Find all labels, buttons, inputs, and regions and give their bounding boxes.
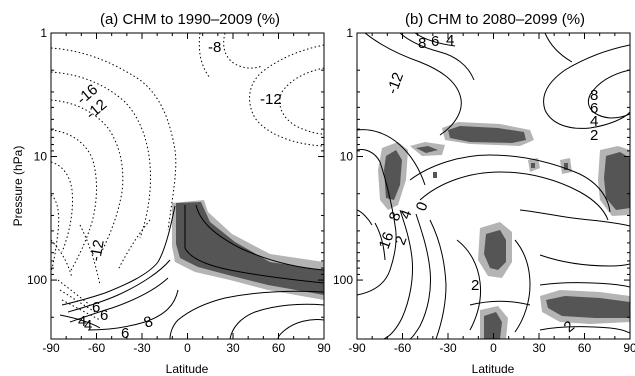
panel-b-x-tick-label: -30 <box>439 341 457 355</box>
panel-b-x-tick-label: -90 <box>348 341 366 355</box>
panel-a-contour-label: 6 <box>100 307 108 324</box>
panel-b-x-tick-label: 0 <box>490 341 497 355</box>
panel-a-x-tick-label: 60 <box>272 341 286 355</box>
panel-a-x-tick-label: -30 <box>133 341 151 355</box>
panel-b-x-tick-label: -60 <box>394 341 412 355</box>
panel-a-x-tick-label: 30 <box>226 341 240 355</box>
panel-a-title: (a) CHM to 1990–2009 (%) <box>100 11 280 28</box>
panel-a-contour-label: -8 <box>208 39 221 56</box>
panel-b-y-tick-label: 100 <box>333 273 353 287</box>
panel-b-xlabel: Latitude <box>472 362 515 376</box>
panel-a-x-tick-label: 0 <box>184 341 191 355</box>
panel-a-contour-label: -12 <box>260 91 282 108</box>
panel-a-contour-label: -12 <box>87 238 108 262</box>
panel-a-contour-label: 8 <box>142 313 156 332</box>
panel-b-contour-label: 6 <box>431 33 439 50</box>
panel-b-contour-label: 0 <box>413 200 432 214</box>
panel-b-contour-label: 2 <box>471 277 479 294</box>
panel-b-title: (b) CHM to 2080–2099 (%) <box>405 11 585 28</box>
panel-a-x-tick-label: -60 <box>88 341 106 355</box>
panel-a-y-tick-label: 10 <box>34 150 48 164</box>
panel-b-contour-label: -12 <box>384 70 407 96</box>
panel-a-y-tick-label: 1 <box>40 26 47 40</box>
panel-b-plot-area: 8 6 4 -12 8 6 4 2 0 8 4 16 2 2 2 <box>357 32 630 339</box>
panel-b-y-tick-label: 10 <box>340 150 354 164</box>
panel-a-x-tick-label: -90 <box>42 341 60 355</box>
panel-a: (a) CHM to 1990–2009 (%) <box>11 11 331 376</box>
panel-a-frame <box>51 33 324 339</box>
panel-a-plot-area: -8 -8 -16 -12 -12 -12 6 4 6 8 6 4 <box>51 33 324 342</box>
panel-b-x-tick-label: 30 <box>532 341 546 355</box>
panel-a-ylabel: Pressure (hPa) <box>11 146 25 227</box>
panel-a-contour-label: 4 <box>78 313 86 330</box>
panel-b-contour-label: 4 <box>446 32 454 49</box>
panel-b-contour-label: 8 <box>418 35 426 52</box>
panel-b-y-tick-label: 1 <box>346 26 353 40</box>
panel-a-y-tick-label: 100 <box>27 273 47 287</box>
panel-a-x-tick-label: 90 <box>317 341 331 355</box>
panel-b-contour-label: 2 <box>590 127 598 144</box>
panel-b: (b) CHM to 2080–2099 (%) <box>333 11 635 376</box>
panel-b-x-tick-label: 90 <box>623 341 635 355</box>
panel-a-xlabel: Latitude <box>166 362 209 376</box>
panel-b-x-tick-label: 60 <box>578 341 592 355</box>
